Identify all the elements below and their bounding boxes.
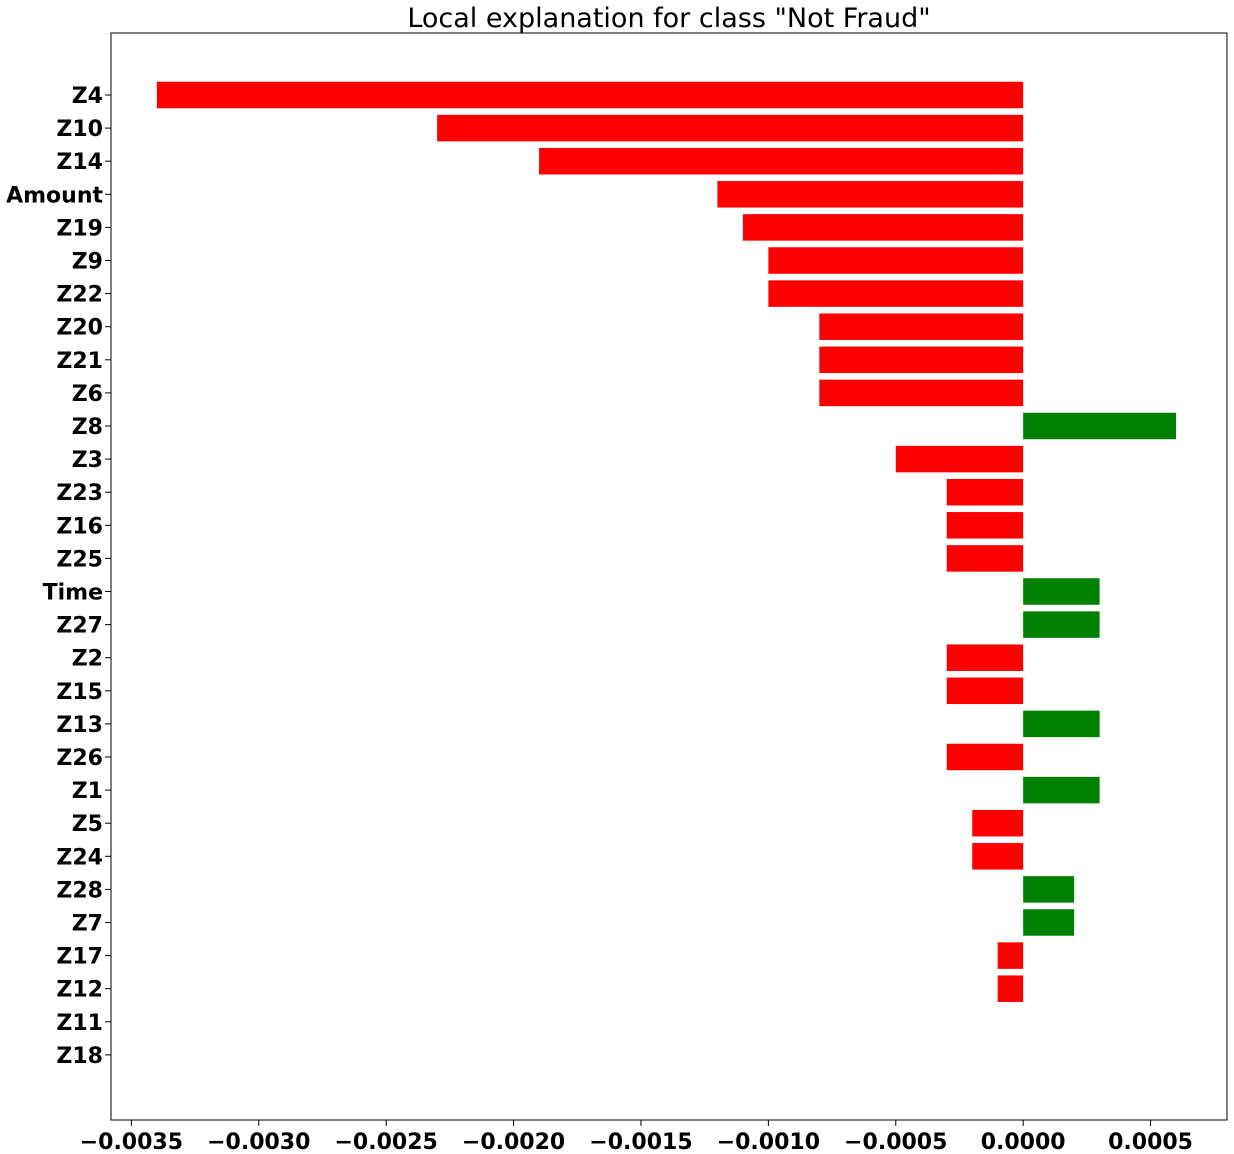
y-tick-label: Z22: [56, 283, 103, 308]
chart-title: Local explanation for class "Not Fraud": [407, 3, 930, 34]
bar-z5: [972, 809, 1024, 837]
y-tick-label: Z8: [72, 415, 103, 440]
y-tick-label: Z11: [56, 1011, 103, 1036]
bar-z24: [972, 843, 1024, 870]
y-tick-label: Time: [43, 581, 103, 606]
x-tick-label: −0.0035: [80, 1130, 183, 1154]
bar-z6: [819, 379, 1024, 407]
x-tick-label: −0.0005: [844, 1130, 947, 1154]
bar-z12: [997, 975, 1024, 1002]
bar-z2: [946, 644, 1024, 671]
bar-z22: [768, 280, 1024, 307]
y-tick-label: Z19: [56, 216, 103, 241]
y-tick-label: Z27: [56, 614, 103, 639]
y-tick-label: Z18: [56, 1044, 103, 1069]
bar-z1: [1023, 776, 1100, 804]
plot-frame: [110, 32, 1228, 1121]
bar-z13: [1023, 710, 1100, 738]
y-tick-label: Z28: [56, 878, 103, 903]
bar-z4: [156, 81, 1024, 109]
bar-z28: [1023, 876, 1075, 903]
y-tick-label: Z21: [56, 349, 103, 374]
bar-z15: [946, 677, 1024, 705]
y-tick-label: Z4: [72, 84, 103, 109]
bar-z8: [1023, 412, 1177, 440]
bar-amount: [717, 181, 1024, 208]
y-tick-label: Z14: [56, 150, 103, 175]
y-tick-label: Z7: [72, 912, 103, 937]
x-tick-label: −0.0020: [462, 1130, 565, 1154]
y-tick-label: Z1: [72, 779, 103, 804]
bar-z19: [742, 214, 1024, 241]
y-tick-label: Z2: [72, 647, 103, 672]
y-tick-label: Z6: [72, 382, 103, 407]
x-tick-label: 0.0005: [1108, 1130, 1193, 1154]
x-tick-label: −0.0025: [335, 1130, 438, 1154]
bar-z26: [946, 743, 1024, 771]
y-tick-label: Z26: [56, 746, 103, 771]
y-tick-label: Z12: [56, 978, 103, 1003]
y-tick-label: Z25: [56, 547, 103, 572]
y-tick-label: Z20: [56, 316, 103, 341]
bar-z20: [819, 313, 1024, 340]
y-tick-label: Z16: [56, 514, 103, 539]
y-tick-label: Z3: [72, 448, 103, 473]
bar-z7: [1023, 909, 1075, 936]
bar-z25: [946, 545, 1024, 572]
bar-z9: [768, 247, 1024, 274]
x-axis: −0.0035 −0.0030 −0.0025 −0.0020 −0.0015 −0.00…: [80, 1120, 1193, 1154]
y-tick-label: Z5: [72, 812, 103, 837]
y-tick-label: Amount: [6, 183, 103, 208]
y-tick-label: Z24: [56, 845, 103, 870]
x-tick-label: −0.0015: [589, 1130, 692, 1154]
bars-group: [156, 81, 1177, 1002]
y-tick-label: Z15: [56, 680, 103, 705]
x-tick-label: −0.0010: [717, 1130, 820, 1154]
bar-z14: [539, 147, 1024, 175]
bar-z16: [946, 512, 1024, 539]
y-axis: Z4 Z10 Z14 Amount Z19 Z9 Z22 Z20 Z21 Z6 Z8 Z3 Z23 Z16…: [6, 84, 111, 1069]
bar-z17: [997, 942, 1024, 969]
x-tick-label: −0.0030: [207, 1130, 310, 1154]
bar-time: [1023, 578, 1100, 605]
y-tick-label: Z10: [56, 117, 103, 142]
bar-z3: [895, 445, 1024, 473]
y-tick-label: Z13: [56, 713, 103, 738]
bar-z10: [437, 114, 1024, 142]
y-tick-label: Z9: [72, 250, 103, 275]
x-tick-label: 0.0000: [981, 1130, 1066, 1154]
y-tick-label: Z17: [56, 945, 103, 970]
bar-z23: [946, 478, 1024, 506]
y-tick-label: Z23: [56, 481, 103, 506]
bar-z27: [1023, 611, 1100, 638]
bar-z21: [819, 346, 1024, 374]
